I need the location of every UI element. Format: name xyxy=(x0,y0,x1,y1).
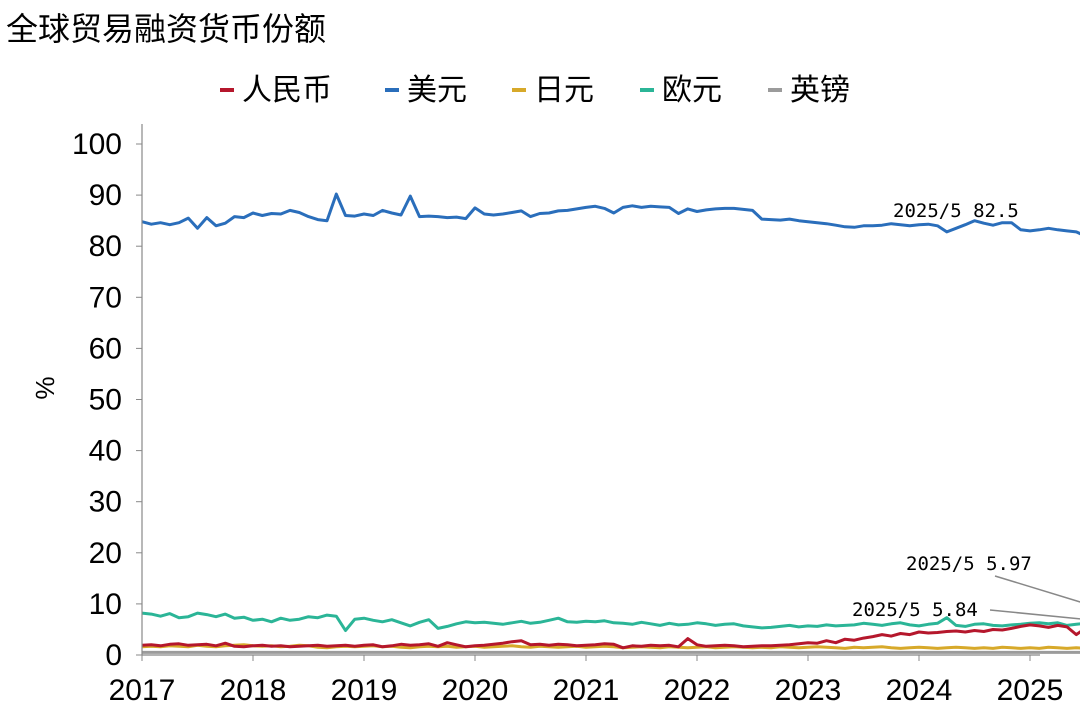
chart-title: 全球贸易融资货币份额 xyxy=(6,10,326,48)
legend-label: 人民币 xyxy=(242,73,332,108)
x-tick-label: 2025 xyxy=(997,674,1064,705)
legend: 人民币 美元 日元 欧元 英镑 xyxy=(220,73,850,108)
y-tick-label: 50 xyxy=(89,384,122,417)
y-tick-label: 0 xyxy=(105,639,122,672)
y-tick-label: 30 xyxy=(89,486,122,519)
y-tick-label: 80 xyxy=(89,230,122,263)
series-layer xyxy=(141,192,1080,654)
y-tick-label: 20 xyxy=(89,537,122,570)
x-tick-label: 2022 xyxy=(664,674,731,705)
y-tick-label: 90 xyxy=(89,179,122,212)
y-axis-label: % xyxy=(30,376,60,399)
annotation-label: 2025/5 5.97 xyxy=(906,553,1032,575)
x-tick-label: 2024 xyxy=(886,674,953,705)
annotation-label: 2025/5 5.84 xyxy=(852,599,978,621)
legend-label: 日元 xyxy=(534,73,594,108)
leader-line xyxy=(994,575,1080,603)
legend-label: 英镑 xyxy=(790,73,850,108)
series-line xyxy=(141,623,1080,650)
annotation-label: 2025/5 82.5 xyxy=(893,200,1019,222)
legend-label: 欧元 xyxy=(662,73,722,108)
legend-label: 美元 xyxy=(407,73,467,108)
x-tick-label: 2019 xyxy=(331,674,398,705)
y-tick-label: 60 xyxy=(89,332,122,365)
y-axis: 0 10 20 30 40 50 60 70 80 90 100 xyxy=(72,128,142,672)
x-tick-label: 2021 xyxy=(553,674,620,705)
series-line xyxy=(141,192,1080,236)
x-tick-label: 2023 xyxy=(775,674,842,705)
y-tick-label: 40 xyxy=(89,435,122,468)
annotations: 2025/5 82.5 2025/5 5.97 2025/5 5.84 xyxy=(852,200,1080,621)
y-tick-label: 70 xyxy=(89,281,122,314)
x-tick-label: 2017 xyxy=(109,674,176,705)
x-tick-label: 2020 xyxy=(442,674,509,705)
y-tick-label: 10 xyxy=(89,588,122,621)
leader-line xyxy=(989,609,1080,620)
x-tick-label: 2018 xyxy=(220,674,287,705)
y-tick-label: 100 xyxy=(72,128,122,161)
x-axis: 2017 2018 2019 2020 2021 2022 2023 2024 2025 xyxy=(109,655,1064,705)
